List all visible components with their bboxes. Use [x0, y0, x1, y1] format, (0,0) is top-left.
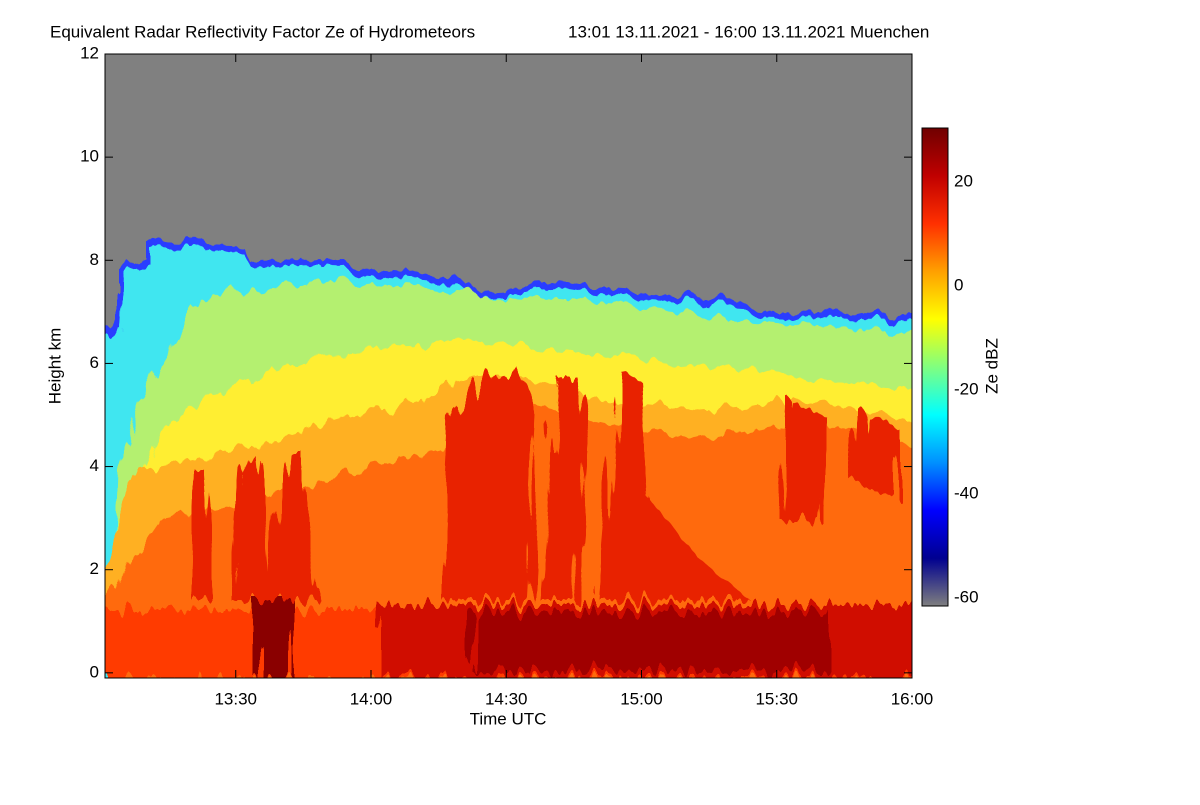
- colorbar-label: Ze dBZ: [982, 338, 1001, 394]
- colorbar: [921, 127, 949, 607]
- x-tick-label: 14:30: [485, 689, 528, 708]
- x-tick-label: 14:00: [350, 689, 393, 708]
- y-tick-label: 10: [80, 147, 99, 166]
- colorbar-tick-label: -40: [954, 484, 979, 503]
- y-tick-label: 0: [90, 662, 99, 681]
- chart-title: Equivalent Radar Reflectivity Factor Ze …: [50, 22, 475, 41]
- x-axis-label: Time UTC: [470, 709, 547, 728]
- colorbar-tick-label: 20: [954, 172, 973, 191]
- y-axis-label: Height km: [45, 328, 64, 405]
- chart-subtitle: 13:01 13.11.2021 - 16:00 13.11.2021 Muen…: [568, 22, 929, 41]
- x-tick-label: 15:30: [755, 689, 798, 708]
- y-tick-label: 4: [90, 456, 99, 475]
- y-tick-label: 8: [90, 250, 99, 269]
- plot-frame: [104, 53, 913, 679]
- reflectivity-field: [105, 240, 912, 678]
- y-tick-label: 2: [90, 559, 99, 578]
- colorbar-tick-label: -20: [954, 380, 979, 399]
- x-tick-label: 13:30: [214, 689, 257, 708]
- x-tick-label: 15:00: [620, 689, 663, 708]
- colorbar-tick-label: -60: [954, 588, 979, 607]
- y-tick-label: 12: [80, 43, 99, 62]
- x-tick-label: 16:00: [891, 689, 934, 708]
- colorbar-tick-label: 0: [954, 276, 963, 295]
- y-tick-label: 6: [90, 353, 99, 372]
